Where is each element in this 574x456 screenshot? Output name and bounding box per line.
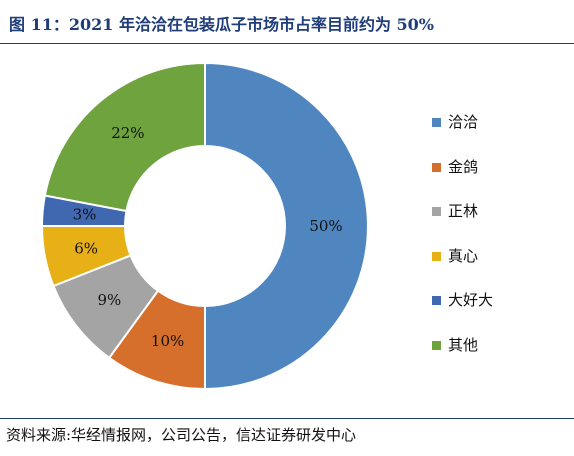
legend-label: 正林: [448, 202, 479, 220]
slice-value-label: 22%: [111, 124, 144, 142]
legend-swatch: [432, 118, 441, 127]
slice-value-label: 3%: [73, 206, 97, 224]
legend-label: 洽洽: [448, 113, 479, 131]
source-note: 资料来源:华经情报网，公司公告，信达证券研发中心: [6, 426, 357, 444]
legend-label: 大好大: [448, 291, 494, 309]
legend-swatch: [432, 251, 441, 261]
chart-legend: 洽洽金鸽正林真心大好大其他: [432, 111, 493, 378]
legend-swatch: [432, 340, 441, 350]
slice-value-label: 10%: [151, 332, 184, 350]
figure-title: 图 11：2021 年洽洽在包装瓜子市场市占率目前约为 50%: [9, 15, 434, 34]
legend-label: 金鸽: [448, 157, 479, 176]
donut-slice-6: [43, 61, 206, 213]
slice-value-label: 6%: [74, 240, 98, 258]
legend-swatch: [432, 207, 441, 216]
source-divider: [0, 418, 574, 419]
legend-item: 洽洽: [432, 111, 493, 156]
slice-value-label: 50%: [309, 217, 342, 235]
legend-label: 真心: [448, 246, 479, 265]
title-divider: [0, 43, 574, 44]
donut-slice-1: [204, 61, 369, 391]
legend-label: 其他: [448, 335, 479, 354]
donut-chart: 50% 10% 9% 6% 3% 22%: [40, 61, 369, 391]
legend-item: 大好大: [432, 289, 493, 334]
legend-item: 真心: [432, 245, 493, 290]
legend-item: 其他: [432, 334, 493, 379]
legend-swatch: [432, 162, 441, 172]
legend-item: 金鸽: [432, 156, 493, 201]
legend-item: 正林: [432, 200, 493, 245]
legend-swatch: [432, 296, 441, 305]
slice-value-label: 9%: [97, 291, 121, 309]
